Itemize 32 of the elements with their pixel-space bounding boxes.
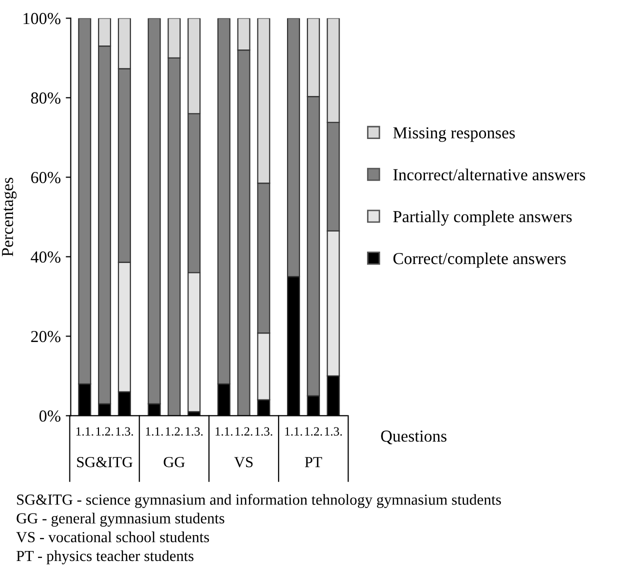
x-tick-label: 1.3. <box>186 427 203 436</box>
y-tick-label: 60% <box>31 172 60 184</box>
x-tick-label: 1.2. <box>305 427 322 436</box>
x-tick-label: 1.2. <box>236 427 252 436</box>
y-tick-label: 0% <box>39 410 60 422</box>
y-tick-label: 20% <box>31 330 60 342</box>
x-tick-label: 1.3. <box>325 427 342 436</box>
x-tick-label: 1.1. <box>216 427 232 436</box>
legend-label: Incorrect/alternative answers <box>393 168 586 180</box>
text: SG&ITG <box>77 456 132 468</box>
legend-label: Missing responses <box>393 127 515 142</box>
x-tick-label: 1.2. <box>166 427 183 436</box>
y-tick-label: 100% <box>24 12 60 24</box>
x-axis-title: Questions <box>381 430 446 444</box>
text: PT - physics teacher students <box>16 550 194 564</box>
text: VS - vocational school students <box>16 532 210 542</box>
y-tick-label: 80% <box>31 92 60 104</box>
text: SG&ITG - science gymnasium and information tehnology gymnasium students <box>17 494 501 508</box>
legend-label: Partially complete answers <box>393 210 572 226</box>
text: GG <box>164 456 185 468</box>
x-tick-label: 1.1. <box>146 427 163 436</box>
x-tick-label: 1.1. <box>285 427 302 436</box>
x-tick-label: 1.3. <box>116 427 133 436</box>
x-tick-label: 1.1. <box>76 427 94 436</box>
text: PT <box>304 457 322 468</box>
y-axis-title: Percentages <box>2 178 17 256</box>
text: VS <box>234 456 253 468</box>
legend-label: Correct/complete answers <box>393 252 566 268</box>
x-tick-label: 1.2. <box>96 427 114 436</box>
x-tick-label: 1.3. <box>255 427 272 436</box>
text: GG - general gymnasium students <box>16 512 224 527</box>
y-tick-label: 40% <box>30 251 60 263</box>
